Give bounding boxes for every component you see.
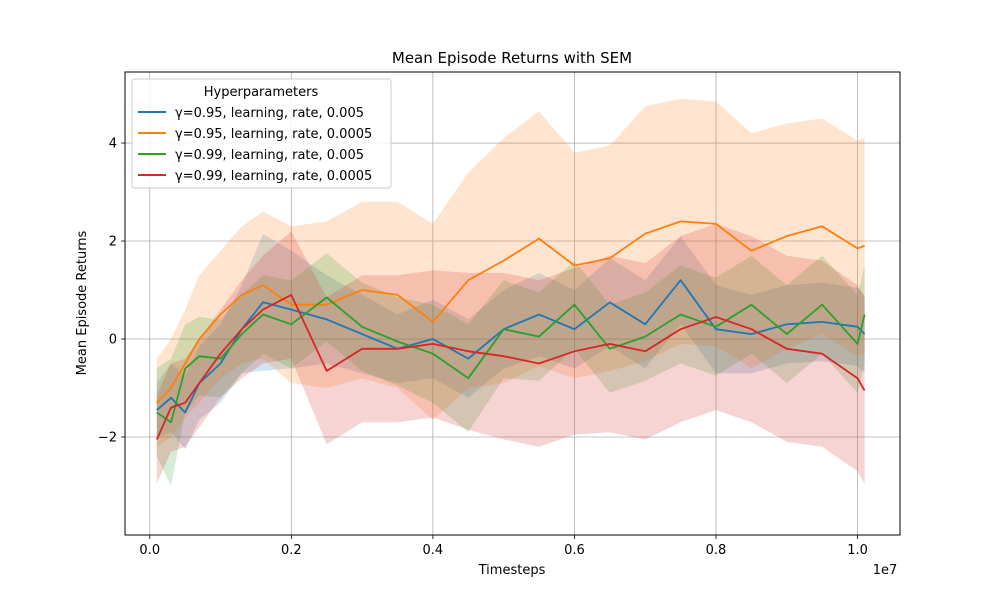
x-tick-label: 1.0 bbox=[847, 543, 868, 558]
grid bbox=[125, 72, 900, 535]
legend-items: γ=0.95, learning, rate, 0.005 γ=0.95, lea… bbox=[138, 106, 372, 184]
legend-label-series-3: γ=0.99, learning, rate, 0.005 bbox=[175, 148, 364, 163]
x-axis-label: Timesteps bbox=[478, 563, 546, 578]
x-axis-offset-label: 1e7 bbox=[873, 563, 898, 578]
series-lines bbox=[155, 220, 866, 440]
y-axis-label: Mean Episode Returns bbox=[75, 230, 90, 375]
line-series-2 bbox=[156, 220, 865, 404]
y-axis-ticks: −2 0 2 4 bbox=[98, 137, 125, 446]
legend-label-series-1: γ=0.95, learning, rate, 0.005 bbox=[175, 106, 364, 121]
sem-band-series-2 bbox=[156, 98, 865, 447]
legend: Hyperparameters γ=0.95, learning, rate, … bbox=[131, 78, 392, 189]
legend-title: Hyperparameters bbox=[204, 85, 319, 100]
x-tick-label: 0.0 bbox=[139, 543, 160, 558]
line-series-4 bbox=[155, 293, 866, 440]
y-tick-label: 2 bbox=[109, 235, 117, 250]
legend-label-series-2: γ=0.95, learning, rate, 0.0005 bbox=[175, 127, 372, 142]
sem-band-series-3 bbox=[156, 253, 865, 486]
x-tick-label: 0.6 bbox=[564, 543, 585, 558]
y-tick-label: −2 bbox=[98, 431, 117, 446]
legend-box bbox=[131, 78, 392, 189]
line-series-3 bbox=[156, 296, 866, 424]
line-series-1 bbox=[156, 279, 866, 414]
y-tick-label: 0 bbox=[109, 333, 117, 348]
y-tick-label: 4 bbox=[109, 137, 117, 152]
chart-title: Mean Episode Returns with SEM bbox=[392, 49, 632, 67]
sem-band-series-1 bbox=[156, 233, 865, 450]
x-tick-label: 0.4 bbox=[423, 543, 444, 558]
x-tick-label: 0.2 bbox=[281, 543, 302, 558]
legend-label-series-4: γ=0.99, learning, rate, 0.0005 bbox=[175, 169, 372, 184]
x-axis-ticks: 0.0 0.2 0.4 0.6 0.8 1.0 bbox=[139, 535, 868, 558]
axes-frame bbox=[124, 71, 901, 536]
x-tick-label: 0.8 bbox=[706, 543, 727, 558]
